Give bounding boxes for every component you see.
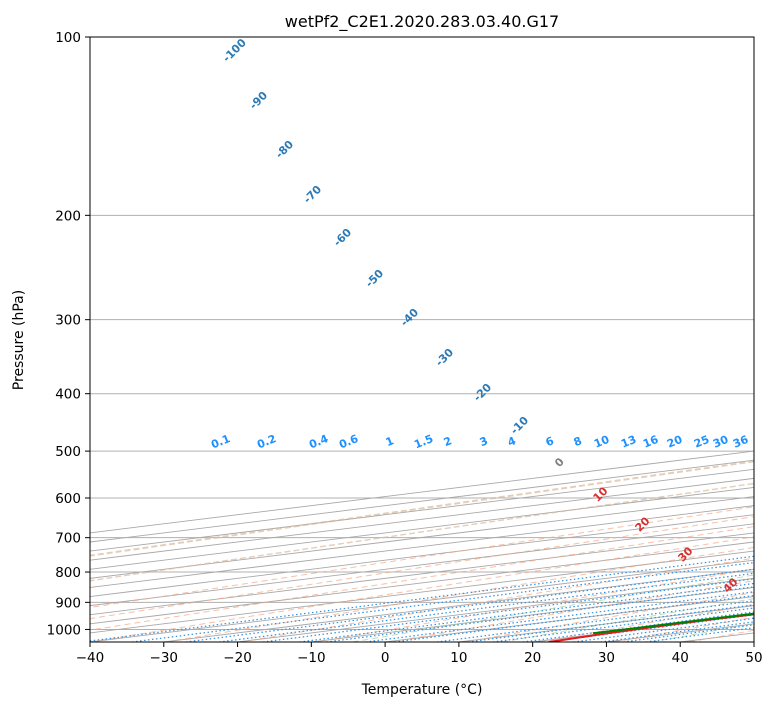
y-tick-label: 600 [55, 491, 81, 507]
moist-adiabat [651, 623, 754, 642]
y-tick-label: 500 [55, 444, 81, 460]
dewpoint-profile [592, 612, 754, 635]
dry-adiabat [539, 604, 754, 642]
mixing-ratio-line [219, 572, 754, 642]
y-tick-label: 100 [55, 30, 81, 46]
dry-adiabat [90, 526, 754, 631]
temperature-profile [548, 613, 754, 642]
isotherm [90, 487, 754, 570]
dry-adiabat-label: -60 [331, 226, 354, 249]
dry-adiabat-label: 40 [721, 575, 741, 595]
dry-adiabat [314, 568, 754, 642]
y-tick-label: 900 [55, 595, 81, 611]
chart-title: wetPf2_C2E1.2020.283.03.40.G17 [285, 12, 559, 32]
mixing-ratio-label: 2 [442, 434, 454, 449]
y-tick-label: 700 [55, 531, 81, 547]
mixing-ratio-label: 36 [731, 433, 750, 451]
dry-adiabat-label: -20 [471, 381, 494, 404]
mixing-ratio-label: 25 [692, 433, 711, 451]
isotherm [90, 559, 754, 642]
mixing-ratio-label: 3 [478, 434, 490, 449]
isotherm [90, 468, 754, 552]
dry-adiabat-label: -90 [247, 89, 270, 112]
dry-adiabat [90, 536, 754, 642]
mixing-ratio-label: 30 [711, 433, 730, 451]
dry-adiabat-label: -80 [273, 138, 296, 161]
moist-adiabat [502, 598, 754, 642]
dry-adiabat [165, 546, 754, 642]
dry-adiabat-label: -70 [301, 183, 324, 206]
y-axis-label: Pressure (hPa) [11, 290, 27, 390]
mixing-ratio-label: 20 [665, 433, 684, 451]
mixing-ratio-line [573, 617, 754, 642]
mixing-ratio-label: 8 [572, 434, 584, 449]
dry-adiabat [764, 37, 775, 642]
isotherm [90, 496, 754, 579]
x-tick-label: 40 [672, 650, 689, 666]
isotherm [680, 632, 754, 642]
x-tick-label: 50 [745, 650, 762, 666]
dry-adiabat [90, 516, 754, 620]
dry-adiabat-label: -30 [433, 346, 456, 369]
mixing-ratio-line [132, 561, 754, 642]
mixing-ratio-line [185, 568, 754, 642]
x-tick-label: −30 [150, 650, 179, 666]
profiles [548, 612, 754, 642]
y-tick-label: 1000 [47, 622, 81, 638]
x-tick-label: −40 [76, 650, 105, 666]
isotherm [90, 505, 754, 588]
dry-adiabat [240, 557, 754, 642]
dry-adiabat-label: -50 [363, 267, 386, 290]
x-tick-label: 30 [598, 650, 615, 666]
isotherm [458, 605, 754, 642]
x-tick-label: 0 [381, 650, 390, 666]
reference-curve [90, 460, 754, 557]
x-tick-label: −20 [223, 650, 252, 666]
mixing-ratio-label: 10 [592, 433, 611, 451]
isotherm [753, 641, 754, 642]
x-tick-label: 10 [450, 650, 467, 666]
dry-adiabat-label: -10 [508, 414, 531, 437]
dry-adiabat [389, 580, 754, 642]
dry-adiabat-label: 20 [633, 514, 653, 534]
x-tick-label: 20 [524, 650, 541, 666]
isotherm [90, 532, 754, 616]
mixing-ratio-label: 16 [641, 433, 660, 451]
mixing-ratio-label: 1 [384, 434, 396, 449]
x-axis-label: Temperature (°C) [361, 682, 483, 698]
mixing-ratio-line [262, 578, 754, 642]
mixing-ratio-line [299, 582, 754, 642]
dry-adiabat-label: 0 [552, 455, 567, 470]
y-tick-label: 300 [55, 313, 81, 329]
dry-adiabat-label: -40 [398, 306, 421, 329]
isotherm [90, 550, 754, 634]
isotherm [532, 614, 754, 642]
plot-frame [89, 36, 755, 643]
y-tick-label: 200 [55, 208, 81, 224]
background-lines [90, 37, 775, 642]
dry-adiabat-label: -100 [220, 36, 249, 65]
isotherm [385, 596, 754, 642]
mixing-ratio-label: 0.1 [209, 432, 232, 451]
mixing-ratio-label: 0.4 [307, 432, 330, 451]
mixing-ratio-label: 6 [544, 434, 556, 449]
dry-adiabat-label: 30 [676, 544, 696, 564]
isotherm [90, 459, 754, 543]
isotherm [237, 577, 754, 642]
mixing-ratio-label: 1.5 [412, 432, 435, 451]
mixing-ratio-label: 0.2 [255, 432, 278, 451]
y-tick-label: 400 [55, 387, 81, 403]
axes: −40 −30 −20 −10 0 10 20 30 40 5010020030040050060… [47, 30, 763, 666]
moist-adiabat [352, 574, 754, 642]
isotherm [90, 477, 754, 561]
y-tick-label: 800 [55, 565, 81, 581]
isotherm [90, 514, 754, 597]
mixing-ratio-label: 0.6 [337, 432, 360, 451]
line-labels: 0.1 0.2 0.4 0.6 1 1.5 2 3 4 6 8 10 13 16 20 25 30 36-100-… [209, 36, 750, 596]
x-tick-label: −10 [297, 650, 326, 666]
isotherm [90, 523, 754, 607]
mixing-ratio-label: 13 [619, 433, 638, 451]
